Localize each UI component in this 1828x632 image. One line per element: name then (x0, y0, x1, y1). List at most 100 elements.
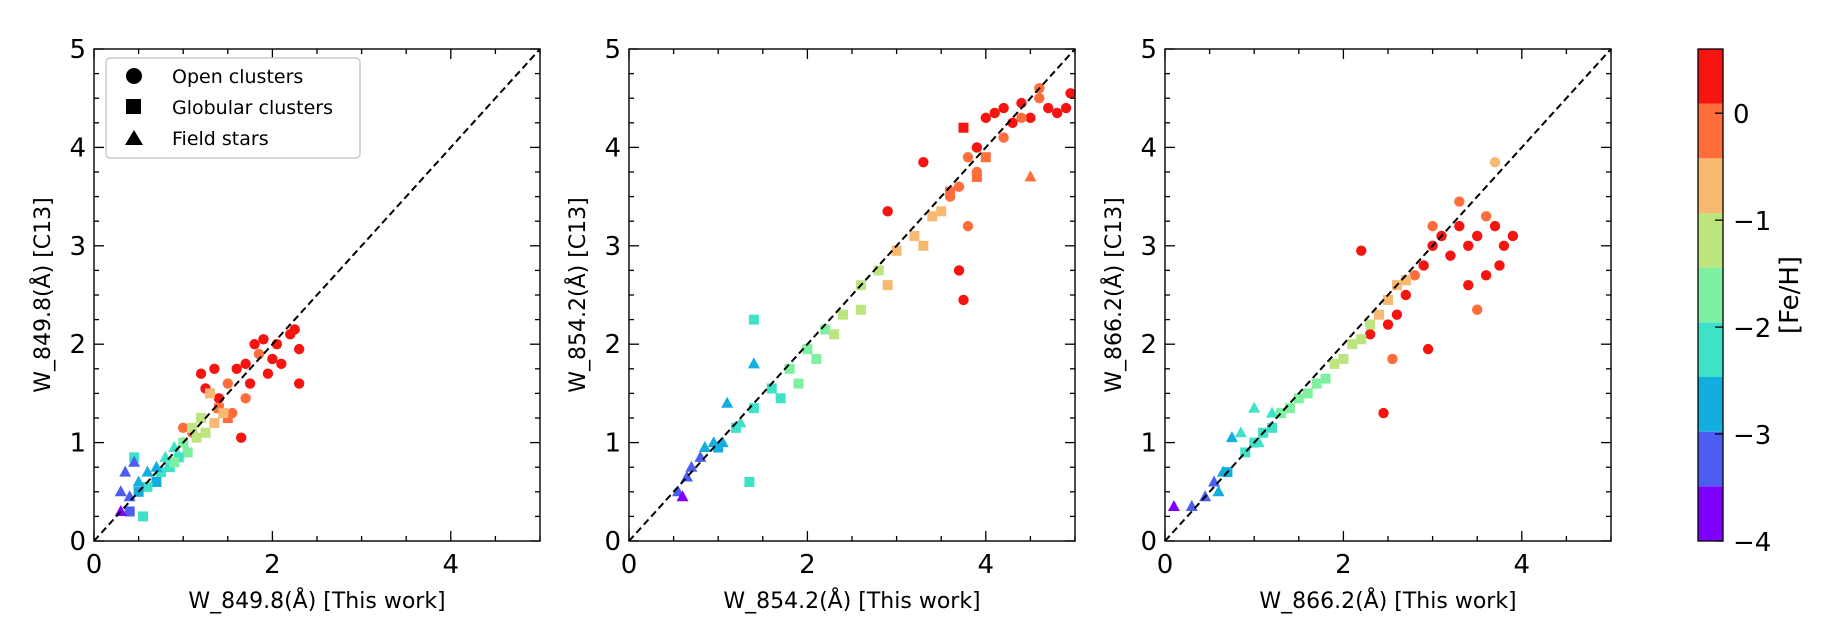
y-tick-label: 5 (1140, 35, 1157, 65)
data-point-circle (253, 348, 265, 360)
data-point-square (200, 427, 211, 438)
x-tick-label: 0 (621, 550, 638, 580)
data-point-square (196, 413, 207, 423)
data-point-square (124, 506, 135, 517)
data-point-circle (998, 132, 1009, 143)
data-point-circle (1494, 260, 1505, 271)
data-point-circle (962, 220, 974, 232)
data-point-circle (1016, 112, 1027, 124)
data-point-square (945, 186, 956, 197)
data-point-square (820, 324, 831, 335)
x-tick-label: 4 (978, 550, 995, 580)
y-axis-label: W_854.2(Å) [C13] (564, 197, 591, 392)
data-point-circle (980, 112, 991, 124)
data-point-square (731, 422, 742, 433)
colorbar-tick-label: −3 (1733, 421, 1771, 451)
colorbar-segment (1698, 431, 1723, 487)
y-tick-label: 2 (604, 330, 621, 360)
data-point-triangle (721, 396, 734, 408)
x-axis-label: W_866.2(Å) [This work] (1259, 587, 1516, 614)
data-point-circle (953, 265, 965, 276)
y-tick-label: 2 (1140, 330, 1157, 360)
colorbar: 0 −1 −2 −3 −4 [Fe/H] (1697, 48, 1805, 558)
x-axis-label: W_854.2(Å) [This work] (723, 587, 980, 614)
data-point-circle (267, 353, 278, 365)
data-point-square (1293, 393, 1304, 404)
one-to-one-line (628, 48, 1076, 542)
data-point-square (1275, 408, 1286, 419)
data-point-square (218, 408, 229, 419)
colorbar-segment (1698, 158, 1723, 213)
data-point-triangle (1266, 406, 1279, 418)
data-point-triangle (128, 455, 141, 467)
data-point-square (182, 447, 193, 458)
data-point-triangle (119, 465, 132, 477)
data-point-circle (231, 363, 242, 374)
data-point-circle (1463, 279, 1474, 291)
panel-w854: 0 2 4 0 1 2 3 4 5 W_854.2(Å) [This work] W_854.2(Å… (564, 35, 1076, 614)
data-point-square (1267, 422, 1278, 433)
data-point-circle (962, 152, 974, 163)
data-point-square (775, 393, 786, 404)
data-point-circle (1480, 211, 1492, 222)
data-point-circle (1387, 353, 1398, 365)
colorbar-tick-label: 0 (1733, 100, 1750, 130)
y-tick-label: 1 (1140, 429, 1157, 459)
data-point-triangle (150, 460, 163, 472)
y-tick-label: 4 (604, 133, 621, 163)
colorbar-segment (1698, 267, 1723, 323)
colorbar-tick-label: −1 (1733, 207, 1771, 237)
data-point-circle (1065, 88, 1076, 99)
legend-frame (105, 57, 361, 159)
data-point-circle (209, 363, 220, 374)
data-point-square (971, 171, 982, 182)
one-to-one-line (93, 48, 541, 542)
ticks (1164, 48, 1612, 542)
colorbar-segment (1698, 213, 1723, 268)
data-point-circle (222, 378, 233, 389)
data-point-square (1347, 339, 1358, 350)
data-point-circle (293, 378, 305, 389)
data-point-circle (1480, 270, 1492, 281)
data-point-triangle (734, 416, 747, 428)
data-point-circle (1489, 156, 1501, 168)
data-point-circle (1025, 112, 1036, 124)
data-point-square (138, 511, 149, 522)
data-point-triangle (114, 485, 127, 497)
data-point-triangle (1167, 500, 1180, 512)
data-point-circle (1422, 343, 1434, 355)
colorbar-tick-label: −4 (1733, 528, 1771, 558)
data-point-square (927, 211, 938, 222)
data-point-square (958, 122, 969, 133)
data-point-triangle (680, 470, 693, 482)
data-point-circle (958, 294, 969, 306)
points (1167, 156, 1519, 512)
data-point-circle (1409, 270, 1420, 281)
y-tick-label: 1 (604, 429, 621, 459)
data-point-square (918, 240, 929, 251)
colorbar-segment (1698, 49, 1723, 104)
data-point-triangle (1248, 401, 1261, 413)
data-point-square (1329, 358, 1340, 369)
y-tick-label: 3 (604, 232, 621, 262)
data-point-circle (1498, 240, 1510, 251)
data-point-square (891, 245, 902, 256)
data-point-circle (1507, 230, 1519, 242)
legend: Open clusters Globular clusters Field st… (105, 57, 361, 159)
data-point-square (855, 304, 866, 315)
data-point-circle (1356, 245, 1367, 256)
data-point-circle (258, 334, 269, 345)
data-point-triangle (685, 460, 698, 472)
data-point-circle (1489, 220, 1501, 232)
legend-label-open-clusters: Open clusters (172, 66, 303, 88)
y-tick-label: 0 (604, 527, 621, 557)
data-point-circle (953, 181, 965, 192)
x-tick-label: 2 (799, 550, 816, 580)
data-point-triangle (114, 504, 127, 516)
data-point-square (1365, 319, 1376, 330)
data-point-square (191, 432, 202, 443)
data-point-triangle (1225, 431, 1238, 443)
y-axis-label: W_849.8(Å) [C13] (29, 197, 56, 392)
y-axis-label: W_866.2(Å) [C13] (1100, 197, 1127, 392)
